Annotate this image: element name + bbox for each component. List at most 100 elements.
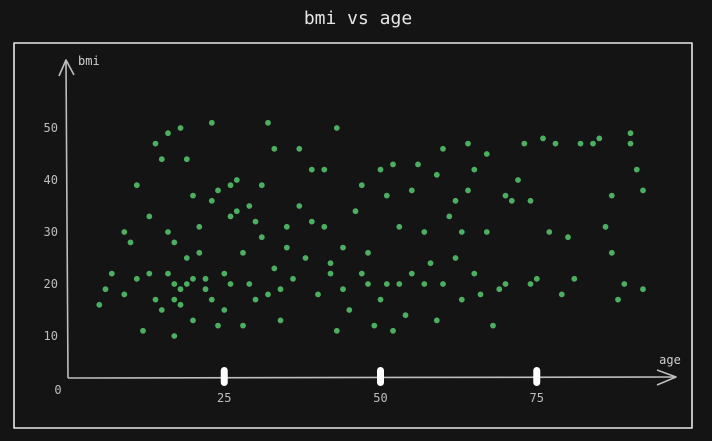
data-point xyxy=(465,140,471,147)
data-point xyxy=(546,229,553,235)
y-tick-labels: 10 20 30 40 50 xyxy=(44,121,58,343)
data-point xyxy=(377,166,384,173)
x-axis: age 0 xyxy=(54,353,680,397)
x-tick-label-50: 50 xyxy=(373,391,387,405)
data-point xyxy=(165,270,171,277)
x-tick-mark-50 xyxy=(377,367,384,386)
data-point xyxy=(515,177,521,183)
data-point xyxy=(233,208,240,215)
data-point xyxy=(221,307,228,313)
data-point xyxy=(358,270,365,277)
data-point xyxy=(490,322,496,329)
data-point xyxy=(533,275,540,282)
data-point xyxy=(452,255,459,261)
data-point xyxy=(121,291,128,298)
data-point xyxy=(390,327,396,334)
data-point xyxy=(202,275,209,282)
data-point xyxy=(271,145,278,152)
data-point xyxy=(221,270,228,277)
data-point xyxy=(308,166,315,173)
y-tick-label-30: 30 xyxy=(44,225,58,239)
data-point xyxy=(227,213,234,220)
data-point xyxy=(633,166,640,173)
data-point xyxy=(140,327,146,334)
data-point xyxy=(433,317,440,324)
data-point xyxy=(483,229,490,235)
data-point xyxy=(452,197,459,204)
data-point xyxy=(196,249,203,256)
data-point xyxy=(190,275,196,282)
data-point xyxy=(358,182,365,189)
data-point xyxy=(152,296,159,303)
data-point xyxy=(315,291,321,298)
data-point xyxy=(571,275,578,282)
data-point xyxy=(183,281,190,287)
data-point xyxy=(365,249,371,256)
data-point xyxy=(327,260,334,267)
data-point xyxy=(552,140,559,147)
data-point xyxy=(246,281,253,287)
data-point xyxy=(265,291,271,298)
data-point xyxy=(502,192,509,199)
data-point xyxy=(333,327,340,334)
data-point xyxy=(477,291,484,298)
data-point xyxy=(590,140,596,147)
data-point xyxy=(377,296,384,303)
data-point xyxy=(271,265,278,272)
data-point xyxy=(102,286,109,293)
data-point xyxy=(202,286,209,293)
data-point xyxy=(146,270,153,277)
data-point xyxy=(158,307,165,313)
data-point xyxy=(396,223,403,230)
data-point xyxy=(421,229,428,235)
data-point xyxy=(183,156,190,163)
data-point xyxy=(133,275,140,282)
data-point xyxy=(108,270,115,277)
data-point xyxy=(458,229,465,235)
data-point xyxy=(333,125,340,131)
y-tick-label-20: 20 xyxy=(44,277,58,291)
data-point xyxy=(471,166,478,173)
data-point xyxy=(558,291,565,298)
data-point xyxy=(521,140,528,147)
data-point xyxy=(408,270,415,277)
data-point xyxy=(290,275,296,282)
data-point xyxy=(196,223,203,230)
data-point xyxy=(340,244,346,251)
data-point xyxy=(383,192,390,199)
data-point xyxy=(527,281,534,287)
data-point xyxy=(352,208,359,215)
data-point xyxy=(215,187,221,194)
data-point xyxy=(252,296,259,303)
data-point xyxy=(146,213,153,220)
data-point xyxy=(440,145,446,152)
data-point xyxy=(415,161,421,168)
data-point xyxy=(433,171,440,178)
data-point xyxy=(471,270,478,277)
data-point xyxy=(283,244,290,251)
data-point xyxy=(171,296,178,303)
data-point xyxy=(565,234,571,241)
data-point xyxy=(258,234,265,241)
data-point xyxy=(621,281,628,287)
x-tick-label-75: 75 xyxy=(530,391,544,405)
data-point xyxy=(577,140,584,147)
data-point xyxy=(233,177,240,183)
y-axis-line xyxy=(65,61,69,379)
data-point xyxy=(496,286,503,293)
data-point xyxy=(327,270,334,277)
data-point xyxy=(177,125,184,131)
y-tick-label-10: 10 xyxy=(44,329,58,343)
data-point xyxy=(483,151,490,157)
data-point xyxy=(383,281,390,287)
x-axis-arrowhead xyxy=(656,369,677,386)
data-point xyxy=(615,296,621,303)
data-point xyxy=(408,187,415,194)
data-point xyxy=(152,140,159,147)
data-point xyxy=(608,249,615,256)
data-point xyxy=(158,156,165,163)
data-point xyxy=(302,255,309,261)
data-point xyxy=(396,281,403,287)
data-point xyxy=(365,281,371,287)
data-point xyxy=(308,218,315,225)
